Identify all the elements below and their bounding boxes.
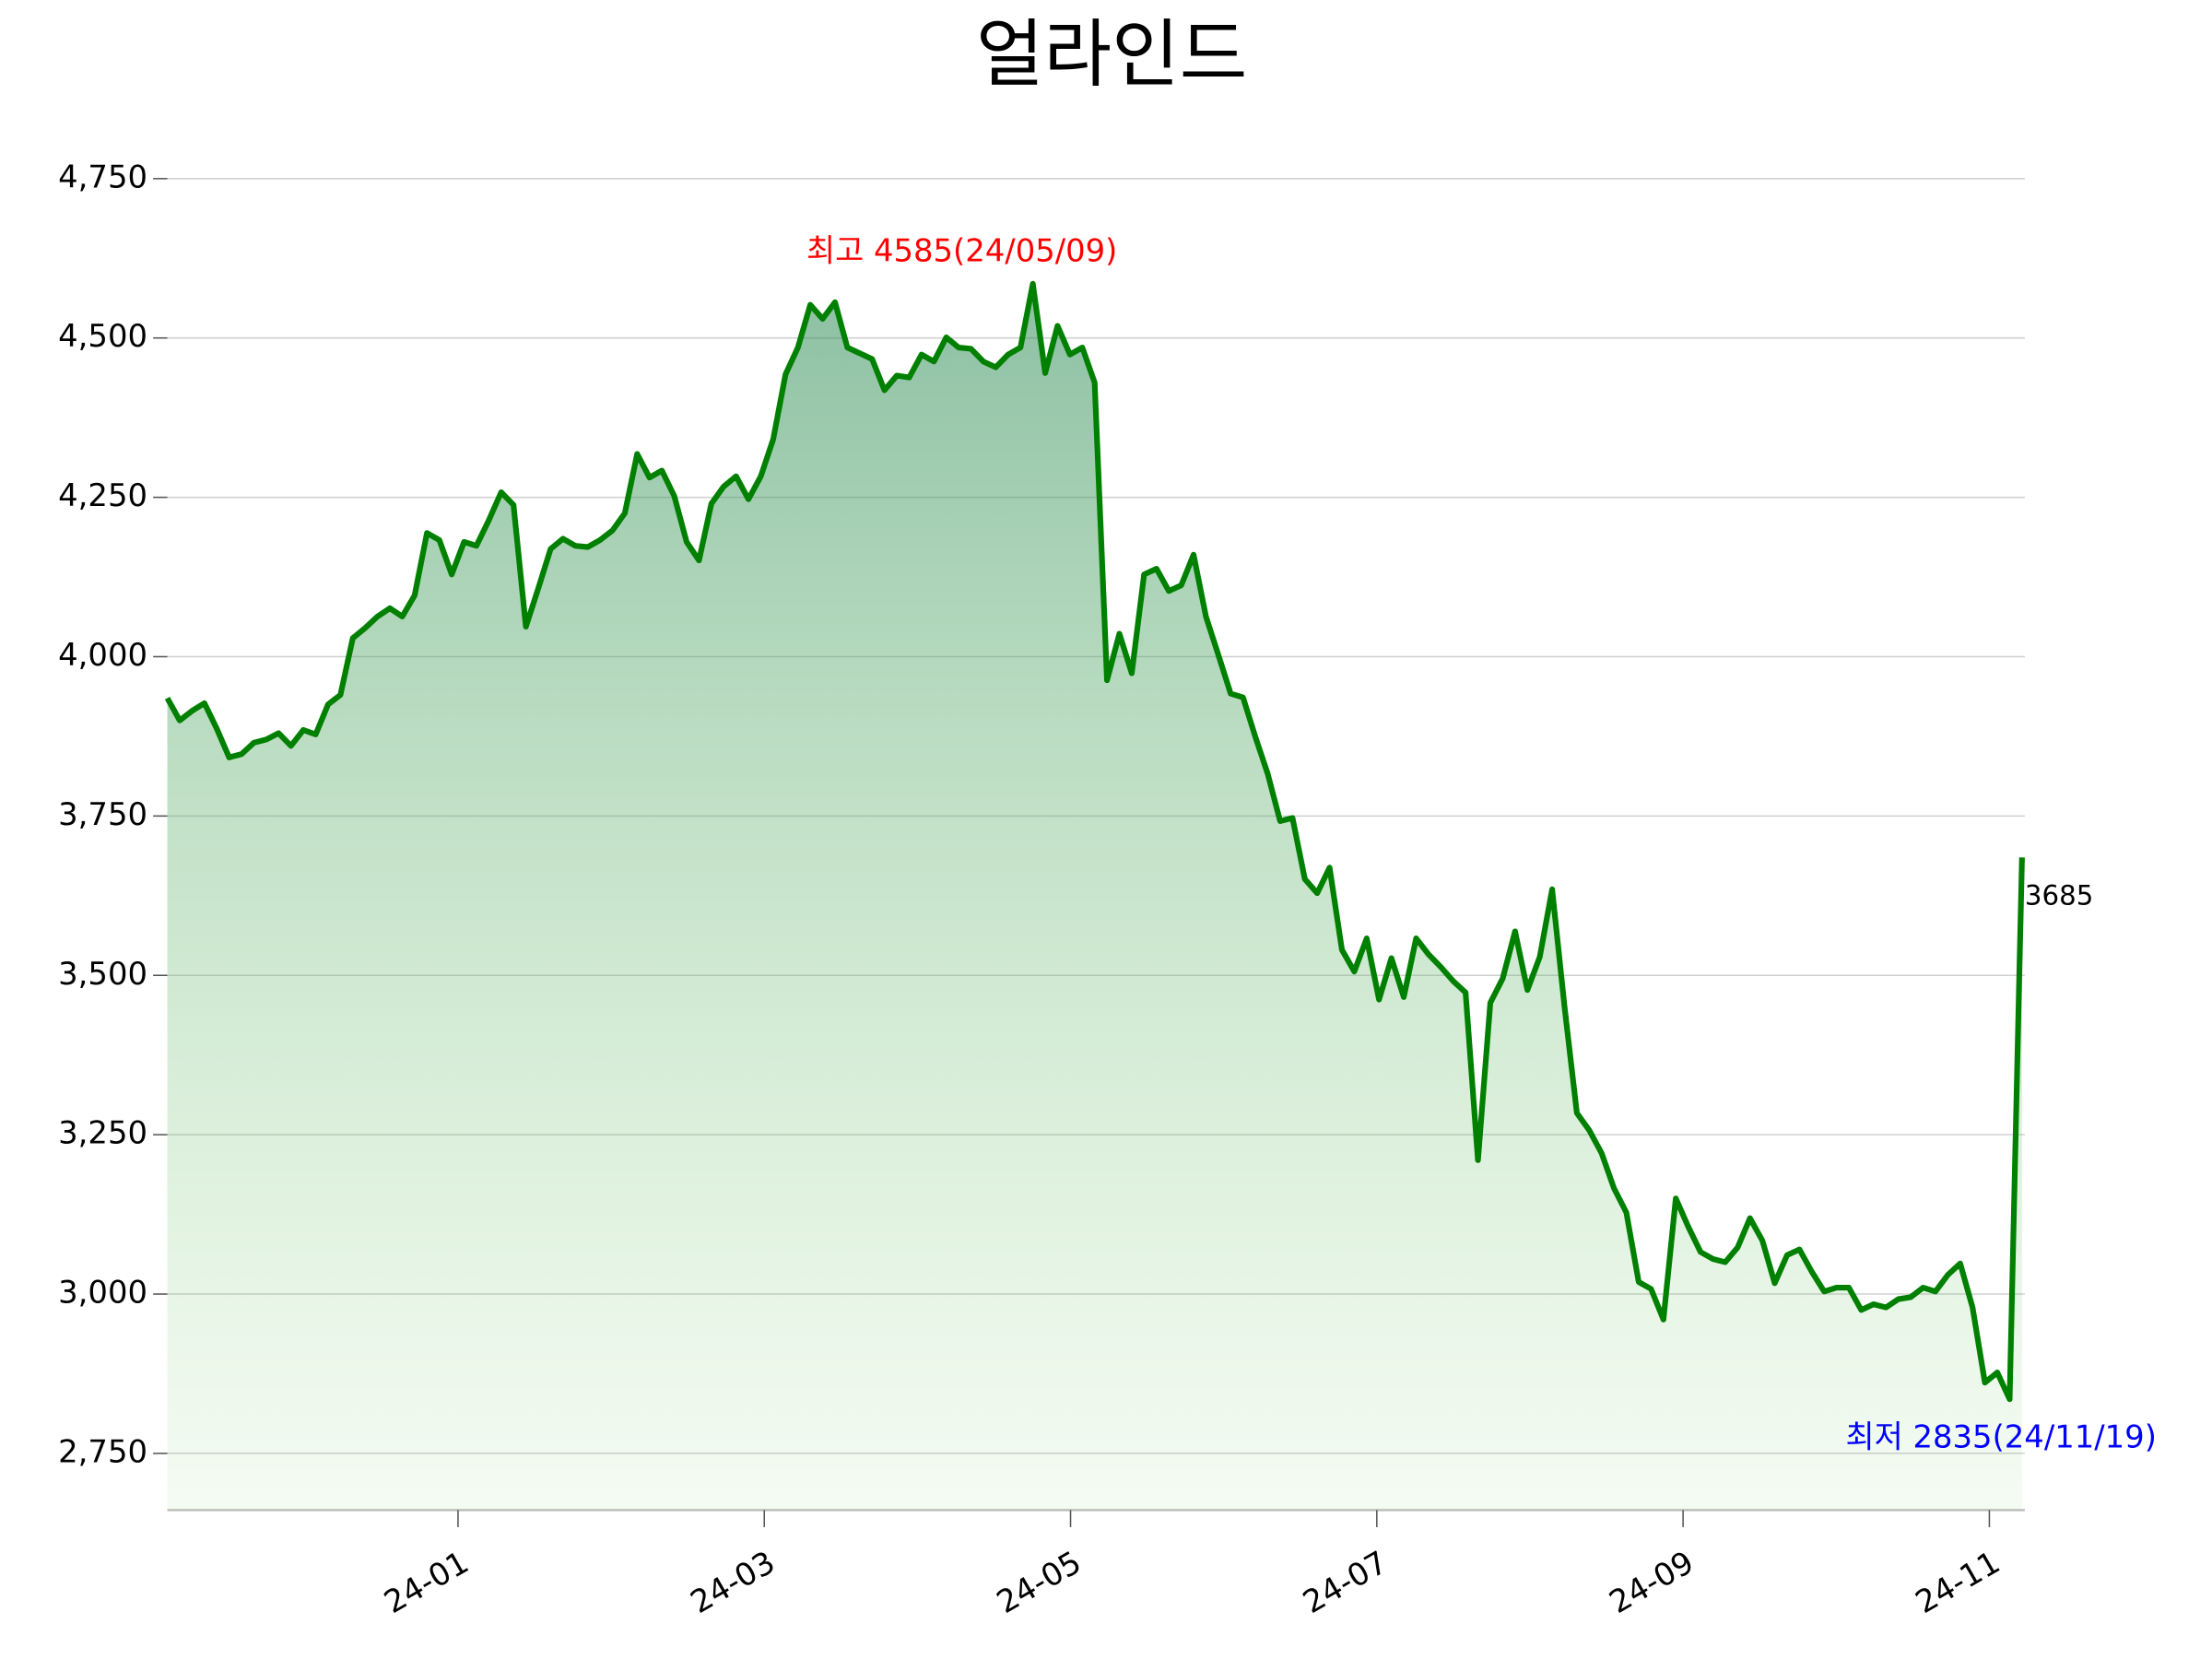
y-tick-label: 3,750 xyxy=(58,796,147,832)
annotation: 최고 4585(24/05/09) xyxy=(806,233,1117,269)
y-tick-label: 3,500 xyxy=(58,956,147,992)
x-tick-label: 24-09 xyxy=(1603,1544,1700,1620)
y-tick-label: 3,000 xyxy=(58,1275,147,1311)
y-tick-label: 4,500 xyxy=(58,318,147,354)
y-tick-label: 4,750 xyxy=(58,159,147,194)
y-tick-label: 3,250 xyxy=(58,1115,147,1151)
x-tick-label: 24-11 xyxy=(1910,1544,2006,1620)
annotation: 3685 xyxy=(2025,879,2093,911)
x-tick-label: 24-05 xyxy=(991,1544,1088,1620)
price-line xyxy=(164,280,2025,1403)
x-tick-label: 24-01 xyxy=(378,1544,475,1620)
x-tick-label: 24-03 xyxy=(685,1544,782,1620)
chart-title: 얼라인드 xyxy=(976,12,1247,98)
annotation: 최저 2835(24/11/19) xyxy=(1845,1419,2156,1455)
y-tick-label: 4,250 xyxy=(58,477,147,513)
area-fill xyxy=(167,283,2022,1511)
y-tick-label: 4,000 xyxy=(58,637,147,673)
x-tick-label: 24-07 xyxy=(1297,1544,1394,1620)
y-tick-label: 2,750 xyxy=(58,1433,147,1469)
